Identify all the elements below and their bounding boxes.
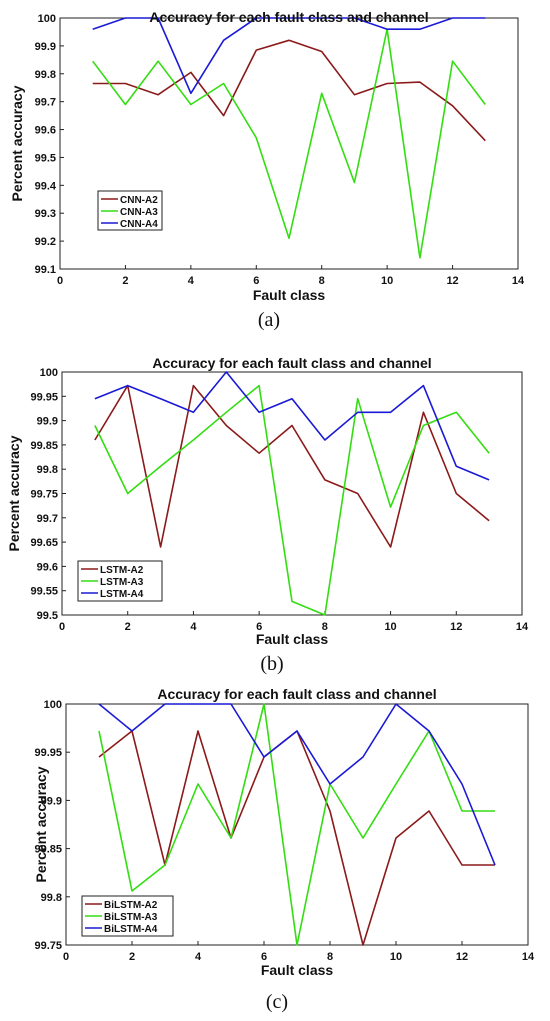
y-tick-label: 99.2 xyxy=(35,236,56,248)
y-tick-label: 99.1 xyxy=(35,264,56,276)
x-tick-label: 6 xyxy=(253,275,259,287)
chart-panel-3: 0 2 4 6 8 10 12 14 99.75 99.8 99.85 99.9 99.95 100 Acc… xyxy=(33,686,535,1013)
panel-label: (c) xyxy=(266,991,288,1013)
y-tick-label: 99.8 xyxy=(41,892,62,904)
x-tick-label: 8 xyxy=(322,621,328,633)
series-line-cnn-a4 xyxy=(92,17,486,95)
legend-entry: CNN-A3 xyxy=(120,207,158,218)
legend-entry: BiLSTM-A4 xyxy=(104,924,158,935)
y-tick-label: 99.4 xyxy=(35,180,57,192)
y-tick-label: 99.55 xyxy=(30,586,58,598)
y-tick-label: 99.8 xyxy=(37,464,58,476)
y-axis-label: Percent accuracy xyxy=(6,435,22,551)
x-axis-label: Fault class xyxy=(253,287,326,303)
x-tick-label: 14 xyxy=(516,621,529,633)
legend-entry: BiLSTM-A2 xyxy=(104,900,158,911)
x-tick-label: 12 xyxy=(456,951,468,963)
chart-panel-1: 0 2 4 6 8 10 12 14 99.1 99.2 99.3 99.4 99.5 99.6 99.7 9… xyxy=(9,9,525,331)
legend-entry: CNN-A4 xyxy=(120,219,158,230)
y-tick-label: 99.9 xyxy=(41,795,62,807)
x-axis-label: Fault class xyxy=(261,962,334,978)
chart-title: Accuracy for each fault class and channe… xyxy=(152,355,431,371)
y-tick-label: 99.85 xyxy=(30,440,58,452)
y-tick-label: 100 xyxy=(40,367,58,379)
x-tick-label: 10 xyxy=(381,275,393,287)
plot-area-frame xyxy=(59,17,519,270)
series-line-cnn-a2 xyxy=(92,39,486,142)
x-tick-label: 6 xyxy=(261,951,267,963)
chart-panel-2: 0 2 4 6 8 10 12 14 99.5 99.55 99.6 99.65 99.7 99.75 99… xyxy=(6,355,529,675)
x-tick-label: 0 xyxy=(59,621,65,633)
chart-title: Accuracy for each fault class and channe… xyxy=(149,9,428,25)
panel-label: (a) xyxy=(258,309,280,331)
x-tick-label: 4 xyxy=(190,621,197,633)
x-tick-label: 14 xyxy=(522,951,535,963)
x-tick-label: 12 xyxy=(446,275,458,287)
legend-entry: LSTM-A2 xyxy=(100,565,144,576)
chart-title: Accuracy for each fault class and channe… xyxy=(157,686,436,702)
legend-entry: LSTM-A4 xyxy=(100,589,144,600)
y-tick-label: 99.5 xyxy=(37,610,58,622)
y-tick-label: 99.8 xyxy=(35,69,56,81)
y-tick-label: 99.9 xyxy=(35,41,56,53)
y-tick-label: 99.3 xyxy=(35,208,56,220)
x-axis-label: Fault class xyxy=(256,631,329,647)
x-tick-label: 2 xyxy=(122,275,128,287)
y-tick-label: 99.7 xyxy=(35,97,56,109)
x-tick-label: 4 xyxy=(188,275,195,287)
x-tick-label: 0 xyxy=(63,951,69,963)
y-tick-label: 100 xyxy=(38,13,56,25)
x-tick-label: 2 xyxy=(129,951,135,963)
y-tick-label: 99.95 xyxy=(34,747,62,759)
series-line-lstm-a2 xyxy=(94,384,490,548)
x-tick-label: 2 xyxy=(125,621,131,633)
y-tick-label: 99.95 xyxy=(30,391,58,403)
series-line-lstm-a4 xyxy=(94,371,490,481)
series-line-lstm-a3 xyxy=(94,384,490,616)
y-tick-label: 99.75 xyxy=(30,489,58,501)
legend-entry: BiLSTM-A3 xyxy=(104,912,158,923)
x-tick-label: 14 xyxy=(512,275,525,287)
y-tick-label: 99.85 xyxy=(34,844,62,856)
y-axis-label: Percent accuracy xyxy=(33,766,49,882)
x-tick-label: 8 xyxy=(319,275,325,287)
x-tick-label: 10 xyxy=(384,621,396,633)
x-tick-label: 4 xyxy=(195,951,202,963)
x-tick-label: 8 xyxy=(327,951,333,963)
x-tick-label: 10 xyxy=(390,951,402,963)
y-tick-label: 99.6 xyxy=(35,125,56,137)
y-tick-label: 99.6 xyxy=(37,561,58,573)
x-tick-label: 12 xyxy=(450,621,462,633)
legend-entry: LSTM-A3 xyxy=(100,577,144,588)
series-line-bilstm-a4 xyxy=(98,703,496,866)
y-tick-label: 100 xyxy=(44,699,62,711)
x-tick-label: 6 xyxy=(256,621,262,633)
y-tick-label: 99.9 xyxy=(37,416,58,428)
series-line-cnn-a3 xyxy=(92,28,486,259)
x-tick-label: 0 xyxy=(57,275,63,287)
panel-label: (b) xyxy=(260,653,283,675)
y-axis-label: Percent accuracy xyxy=(9,85,25,201)
y-tick-label: 99.75 xyxy=(34,940,62,952)
y-tick-label: 99.7 xyxy=(37,513,58,525)
y-tick-label: 99.65 xyxy=(30,537,58,549)
y-tick-label: 99.5 xyxy=(35,152,56,164)
legend-entry: CNN-A2 xyxy=(120,195,158,206)
